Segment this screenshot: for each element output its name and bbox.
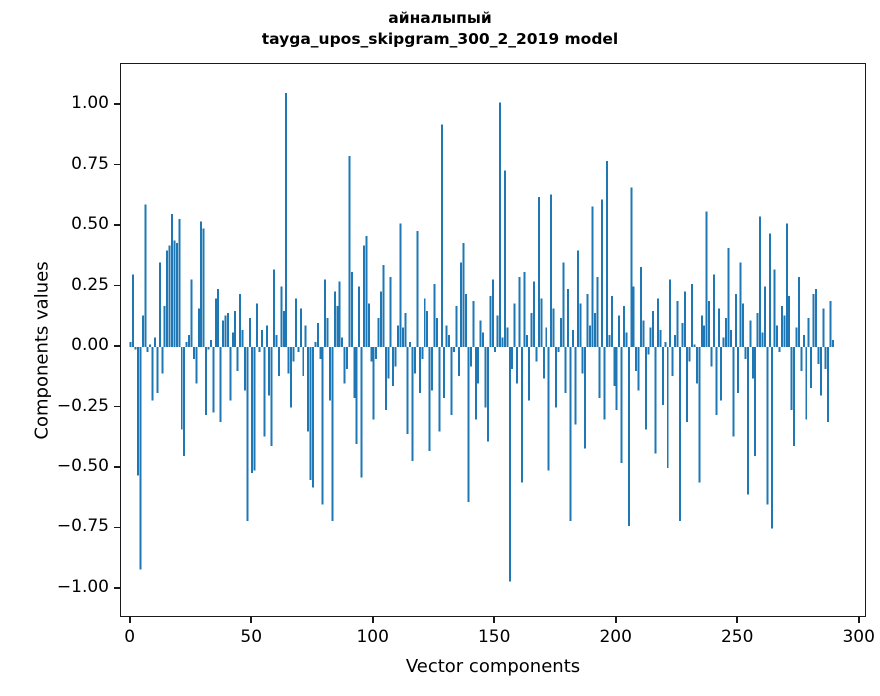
x-tick-label: 300 xyxy=(842,627,875,647)
x-tick-mark xyxy=(493,617,495,623)
y-tick-label: −0.75 xyxy=(56,516,109,537)
y-tick-mark xyxy=(114,405,120,408)
x-tick-label: 200 xyxy=(599,627,632,647)
y-tick-label: 1.00 xyxy=(71,93,109,114)
x-tick-mark xyxy=(250,617,252,623)
y-tick-mark xyxy=(114,587,120,589)
y-tick-label: −0.50 xyxy=(56,456,109,476)
y-tick-label: 0.00 xyxy=(71,335,109,356)
x-tick-mark xyxy=(614,617,617,623)
y-axis-label: Components values xyxy=(31,261,53,440)
x-tick-mark xyxy=(736,617,738,623)
y-tick-mark xyxy=(114,163,120,166)
x-tick-label: 100 xyxy=(356,627,389,647)
y-tick-label: −0.25 xyxy=(56,395,109,416)
plot-axes xyxy=(120,63,866,617)
y-tick-label: 0.50 xyxy=(71,214,109,235)
bar-series xyxy=(129,93,834,582)
chart-title-line-2: tayga_upos_skipgram_300_2_2019 model xyxy=(261,30,619,48)
y-tick-mark xyxy=(114,224,120,226)
y-tick-label: 0.25 xyxy=(71,274,109,295)
y-tick-mark xyxy=(114,284,120,287)
x-tick-mark xyxy=(371,617,374,623)
y-tick-mark xyxy=(114,526,120,529)
y-tick-label: 0.75 xyxy=(71,153,109,174)
x-tick-label: 50 xyxy=(240,627,263,647)
x-tick-label: 250 xyxy=(720,627,754,647)
chart-title-line-1: айналыпый xyxy=(388,9,492,27)
bar-path xyxy=(129,93,834,582)
y-tick-mark xyxy=(114,345,120,347)
y-tick-mark xyxy=(114,466,120,468)
x-axis-label: Vector components xyxy=(405,656,581,677)
chart-title: айналыпый tayga_upos_skipgram_300_2_2019… xyxy=(0,8,880,50)
y-tick-mark xyxy=(114,103,120,105)
bars-container xyxy=(121,64,865,616)
x-tick-label: 150 xyxy=(477,627,511,647)
x-tick-mark xyxy=(128,617,131,623)
x-tick-mark xyxy=(857,617,860,623)
x-tick-label: 0 xyxy=(124,627,136,647)
y-tick-label: −1.00 xyxy=(56,576,109,597)
